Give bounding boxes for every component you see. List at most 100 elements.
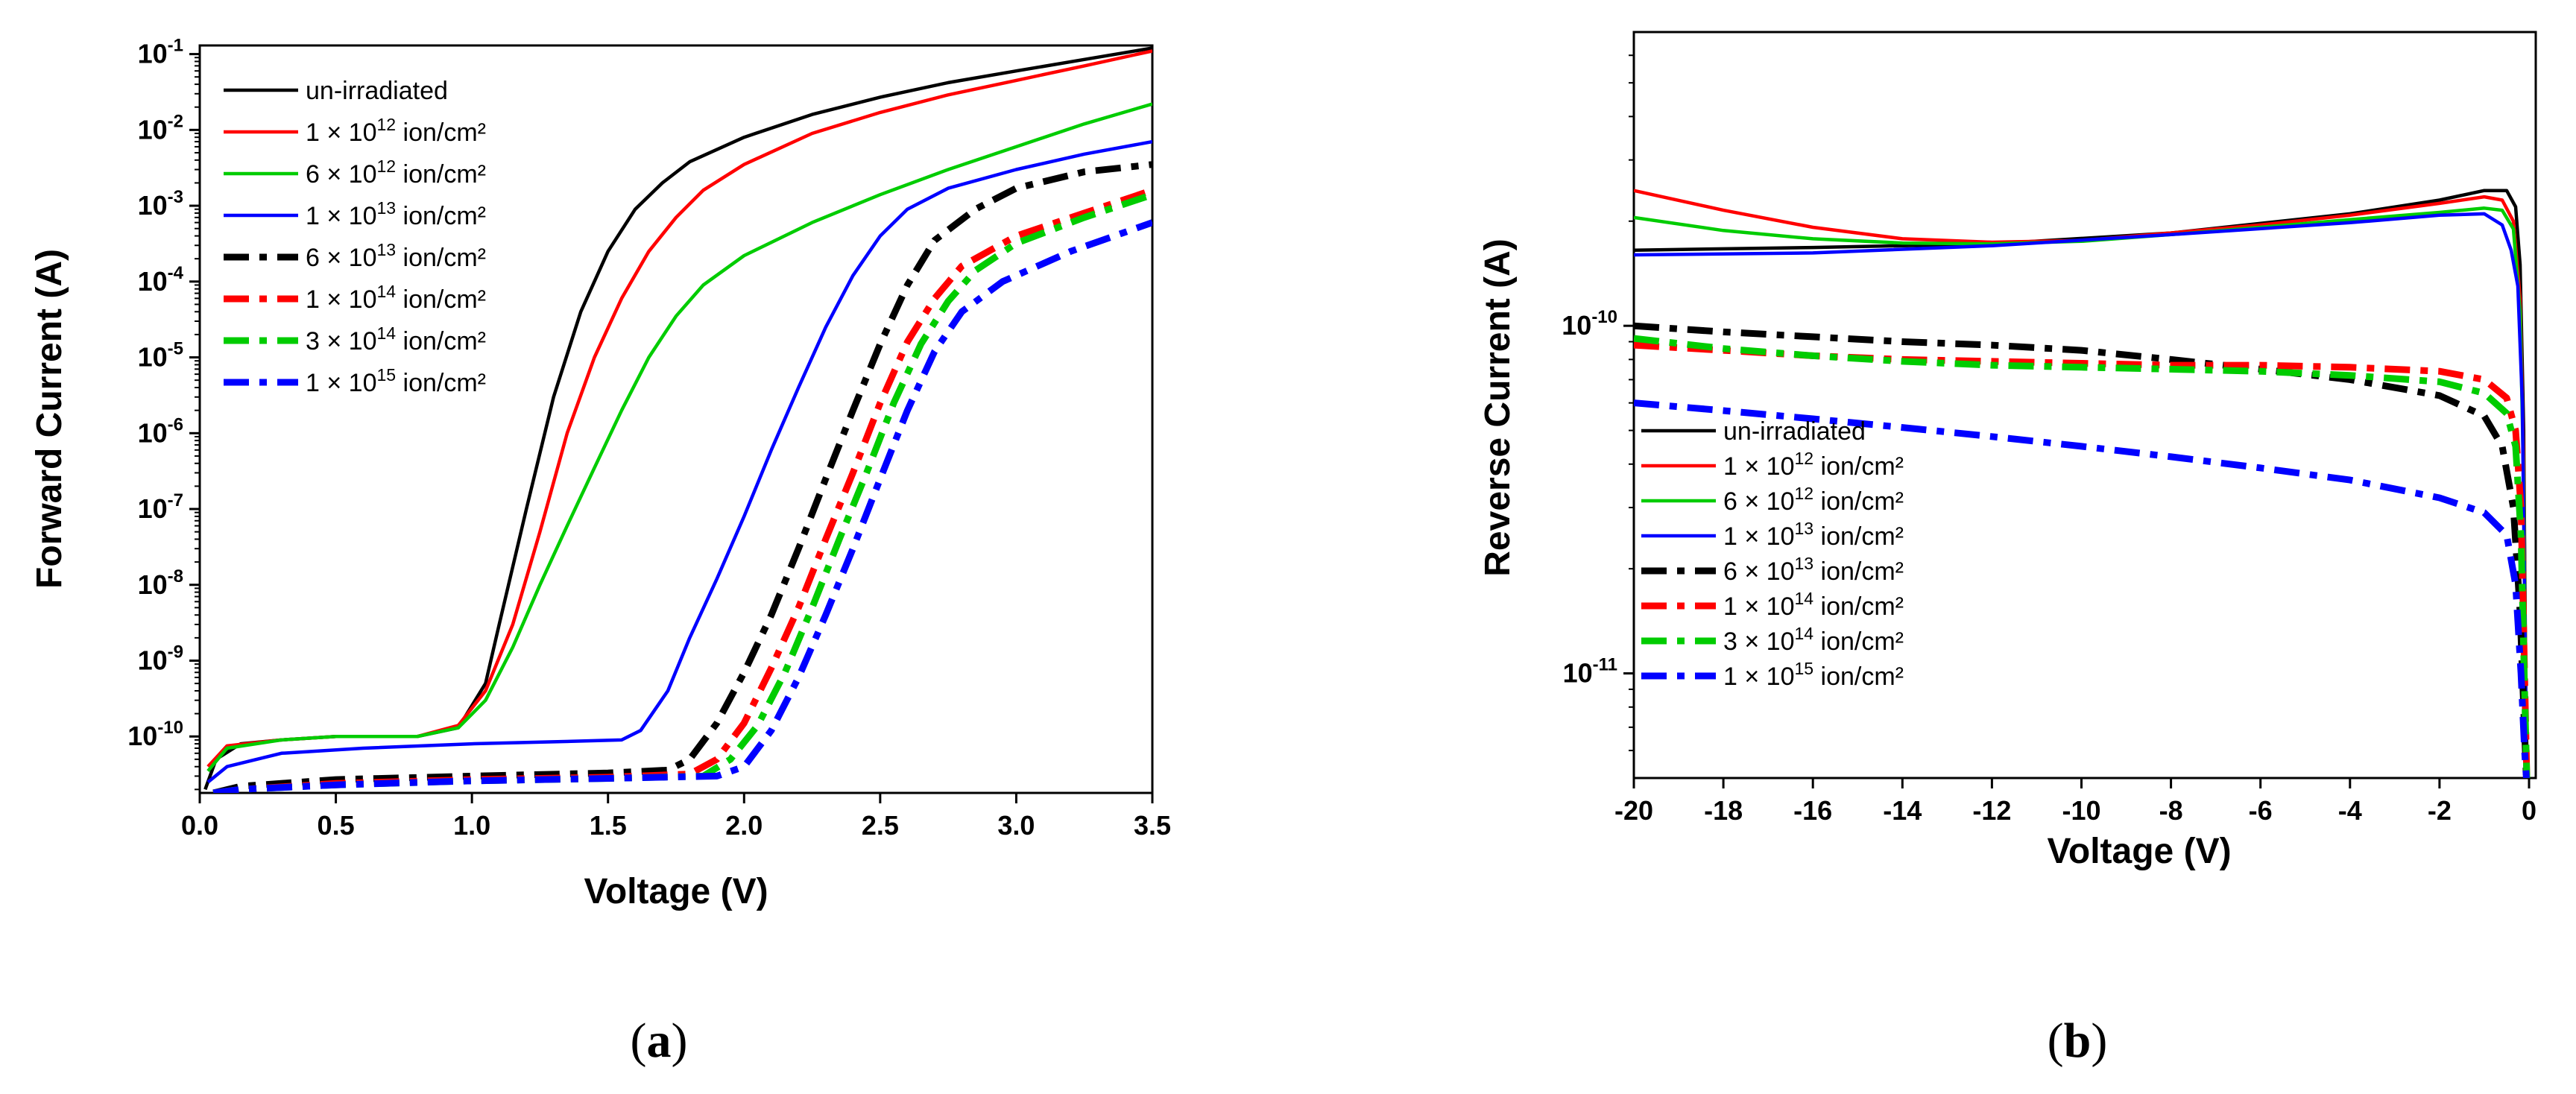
y-tick-base: 10 xyxy=(138,39,168,69)
x-tick-label: 3.5 xyxy=(1134,810,1171,841)
y-tick-label: 10-3 xyxy=(138,187,183,221)
panel-a-legend: un-irradiated 1 × 1012 ion/cm² 6 × 1012 io… xyxy=(224,77,486,397)
x-tick-label: -8 xyxy=(2159,795,2183,826)
x-tick-label: 0 xyxy=(2522,795,2536,826)
y-tick-label: 10-9 xyxy=(138,642,183,675)
y-tick-exponent: -7 xyxy=(168,490,183,510)
y-tick-exponent: -6 xyxy=(168,414,183,434)
legend-item: 3 × 1014 ion/cm² xyxy=(224,323,486,355)
x-tick-label: -16 xyxy=(1793,795,1832,826)
x-tick-label: -2 xyxy=(2428,795,2452,826)
legend-item: 1 × 1012 ion/cm² xyxy=(1641,449,1904,481)
y-tick-exponent: -1 xyxy=(168,36,183,56)
x-tick-label: -18 xyxy=(1704,795,1743,826)
y-tick-label: 10-10 xyxy=(1562,307,1617,341)
y-tick-base: 10 xyxy=(127,721,157,751)
x-tick-label: -12 xyxy=(1972,795,2011,826)
y-tick-base: 10 xyxy=(138,417,168,448)
y-tick-exponent: -3 xyxy=(168,187,183,207)
legend-item: un-irradiated xyxy=(224,77,448,105)
y-tick-base: 10 xyxy=(138,114,168,145)
legend-label: 3 × 1014 ion/cm² xyxy=(1723,624,1904,656)
y-tick-base: 10 xyxy=(138,645,168,675)
y-tick-label: 10-2 xyxy=(138,111,183,145)
panel-a-x-ticks: 0.0 0.5 1.0 1.5 2.0 2.5 3.0 3.5 xyxy=(181,793,1171,841)
legend-item: 1 × 1013 ion/cm² xyxy=(224,198,486,230)
legend-label: 1 × 1015 ion/cm² xyxy=(306,365,486,397)
y-tick-label: 10-1 xyxy=(138,36,183,69)
series-line xyxy=(212,161,1152,793)
legend-label: un-irradiated xyxy=(306,77,448,105)
legend-label: 6 × 1013 ion/cm² xyxy=(306,240,486,272)
y-tick-label: 10-7 xyxy=(138,490,183,524)
y-tick-exponent: -2 xyxy=(168,111,183,131)
series-line xyxy=(212,219,1152,793)
y-tick-base: 10 xyxy=(1563,658,1593,689)
x-tick-label: 0.0 xyxy=(181,810,218,841)
y-tick-exponent: -10 xyxy=(157,718,183,738)
legend-item: 6 × 1013 ion/cm² xyxy=(224,240,486,272)
legend-label: 1 × 1014 ion/cm² xyxy=(306,282,486,314)
panel-b-caption: (b) xyxy=(2048,1014,2108,1068)
y-tick-exponent: -9 xyxy=(168,642,183,662)
panel-a-y-ticks: 10-1010-910-810-710-610-510-410-310-210-… xyxy=(127,36,200,791)
series-line xyxy=(206,102,1152,773)
legend-label: 1 × 1015 ion/cm² xyxy=(1723,659,1904,691)
legend-label: un-irradiated xyxy=(1723,417,1866,446)
legend-item: 6 × 1012 ion/cm² xyxy=(1641,484,1904,516)
series-line xyxy=(1634,399,2530,778)
legend-label: 3 × 1014 ion/cm² xyxy=(306,323,486,355)
x-tick-label: 0.5 xyxy=(318,810,355,841)
series-line xyxy=(206,139,1152,784)
x-tick-label: -14 xyxy=(1883,795,1922,826)
y-tick-label: 10-11 xyxy=(1563,655,1617,689)
legend-label: 1 × 1012 ion/cm² xyxy=(1723,449,1904,481)
panel-b-series xyxy=(1634,189,2531,778)
y-tick-label: 10-8 xyxy=(138,566,183,600)
y-tick-base: 10 xyxy=(138,342,168,373)
x-tick-label: -10 xyxy=(2062,795,2100,826)
y-tick-base: 10 xyxy=(138,569,168,600)
x-tick-label: 2.5 xyxy=(862,810,899,841)
x-tick-label: 2.0 xyxy=(725,810,763,841)
legend-label: 1 × 1014 ion/cm² xyxy=(1723,589,1904,621)
panel-a-x-axis-label: Voltage (V) xyxy=(584,872,768,911)
legend-item: un-irradiated xyxy=(1641,417,1866,446)
series-line xyxy=(1634,212,2529,778)
legend-item: 1 × 1015 ion/cm² xyxy=(1641,659,1904,691)
y-tick-label: 10-4 xyxy=(138,263,184,297)
legend-item: 1 × 1012 ion/cm² xyxy=(224,115,486,147)
series-line xyxy=(1634,335,2531,778)
y-tick-exponent: -5 xyxy=(168,339,183,359)
legend-item: 1 × 1015 ion/cm² xyxy=(224,365,486,397)
y-tick-exponent: -4 xyxy=(168,263,184,283)
legend-label: 6 × 1013 ion/cm² xyxy=(1723,554,1904,586)
panel-a-series xyxy=(203,46,1152,793)
y-tick-exponent: -11 xyxy=(1593,655,1617,675)
y-tick-base: 10 xyxy=(1562,310,1591,341)
x-tick-label: -6 xyxy=(2249,795,2273,826)
y-tick-exponent: -8 xyxy=(168,566,183,586)
y-tick-base: 10 xyxy=(138,493,168,524)
y-tick-base: 10 xyxy=(138,190,168,221)
legend-label: 1 × 1013 ion/cm² xyxy=(306,198,486,230)
x-tick-label: -20 xyxy=(1614,795,1653,826)
legend-item: 6 × 1012 ion/cm² xyxy=(224,156,486,189)
legend-item: 6 × 1013 ion/cm² xyxy=(1641,554,1904,586)
x-tick-label: 1.5 xyxy=(590,810,627,841)
x-tick-label: 1.0 xyxy=(453,810,490,841)
y-tick-base: 10 xyxy=(138,266,168,297)
legend-item: 1 × 1013 ion/cm² xyxy=(1641,519,1904,551)
y-tick-label: 10-10 xyxy=(127,718,183,751)
panel-a-caption: (a) xyxy=(631,1014,688,1068)
legend-label: 1 × 1013 ion/cm² xyxy=(1723,519,1904,551)
series-line xyxy=(212,187,1152,793)
legend-item: 1 × 1014 ion/cm² xyxy=(224,282,486,314)
panel-b-x-axis-label: Voltage (V) xyxy=(2047,832,2231,871)
y-tick-exponent: -10 xyxy=(1591,307,1617,327)
y-tick-label: 10-6 xyxy=(138,414,183,448)
